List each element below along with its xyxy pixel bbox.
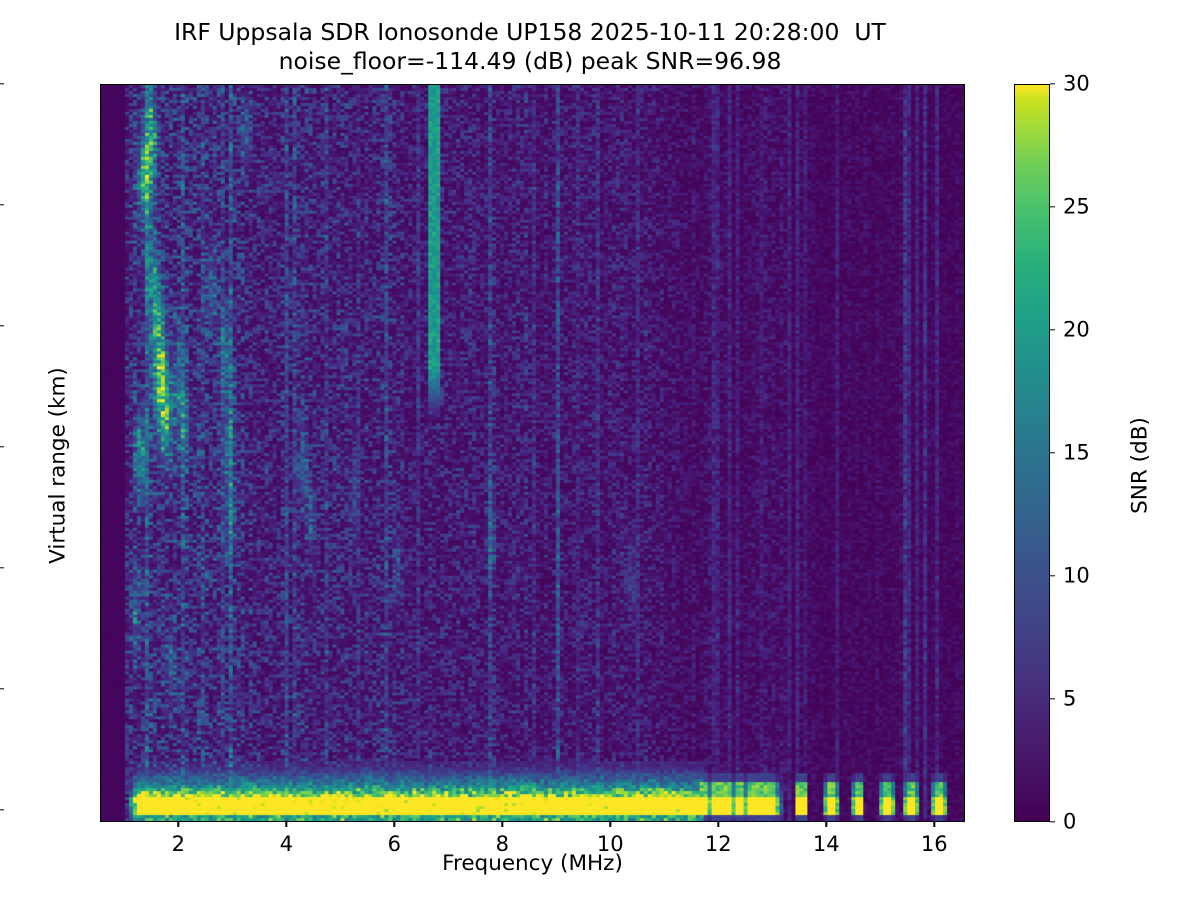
colorbar-tick-label: 0: [1063, 809, 1077, 834]
y-tick-mark: [0, 688, 4, 690]
x-tick-mark: [393, 822, 395, 827]
x-tick-mark: [933, 822, 935, 827]
colorbar-tick-mark: [1050, 575, 1055, 577]
title-line-2: noise_floor=-114.49 (dB) peak SNR=96.98: [278, 47, 782, 76]
colorbar-tick-mark: [1050, 206, 1055, 208]
colorbar-tick-mark: [1050, 83, 1055, 85]
x-axis-ticks: 2 4 6 8 10 12 14 16: [0, 822, 1200, 882]
colorbar-tick-label: 25: [1063, 194, 1090, 219]
x-tick-mark: [501, 822, 503, 827]
x-axis-label: Frequency (MHz): [442, 851, 623, 876]
x-tick-mark: [177, 822, 179, 827]
x-tick-label: 2: [171, 832, 185, 856]
x-tick-label: 8: [495, 832, 509, 856]
colorbar-tick-mark: [1050, 452, 1055, 454]
colorbar-tick-label: 5: [1063, 686, 1077, 711]
y-tick-mark: [0, 567, 4, 569]
x-tick-label: 10: [596, 832, 624, 856]
colorbar-tick-mark: [1050, 698, 1055, 700]
y-tick-mark: [0, 325, 4, 327]
x-tick-label: 6: [387, 832, 401, 856]
y-axis-label: Virtual range (km): [45, 367, 71, 564]
colorbar-tick-mark: [1050, 821, 1055, 823]
ionogram-heatmap: [101, 85, 964, 821]
y-tick-mark: [0, 446, 4, 448]
colorbar-tick-label: 15: [1063, 440, 1090, 465]
colorbar-tick-mark: [1050, 329, 1055, 331]
title-line-1: IRF Uppsala SDR Ionosonde UP158 2025-10-…: [174, 18, 886, 46]
x-tick-mark: [609, 822, 611, 827]
x-tick-label: 4: [279, 832, 293, 856]
x-tick-mark: [285, 822, 287, 827]
y-tick-mark: [0, 809, 4, 811]
y-tick-mark: [0, 83, 4, 85]
x-tick-mark: [717, 822, 719, 827]
figure-title: IRF Uppsala SDR Ionosonde UP158 2025-10-…: [0, 18, 1060, 77]
y-tick-mark: [0, 204, 4, 206]
x-tick-mark: [825, 822, 827, 827]
x-tick-label: 12: [704, 832, 732, 856]
colorbar-gradient: [1014, 84, 1050, 822]
colorbar-tick-label: 20: [1063, 317, 1090, 342]
colorbar-ticks: 0 5 10 15 20 25 30: [1050, 0, 1200, 900]
x-tick-label: 14: [812, 832, 840, 856]
y-axis-ticks: 0100200300400500600: [0, 0, 100, 900]
x-tick-label: 16: [920, 832, 948, 856]
colorbar-label: SNR (dB): [1127, 417, 1153, 514]
colorbar-tick-label: 10: [1063, 563, 1090, 588]
colorbar-tick-label: 30: [1063, 71, 1090, 96]
plot-axes: [100, 84, 965, 822]
